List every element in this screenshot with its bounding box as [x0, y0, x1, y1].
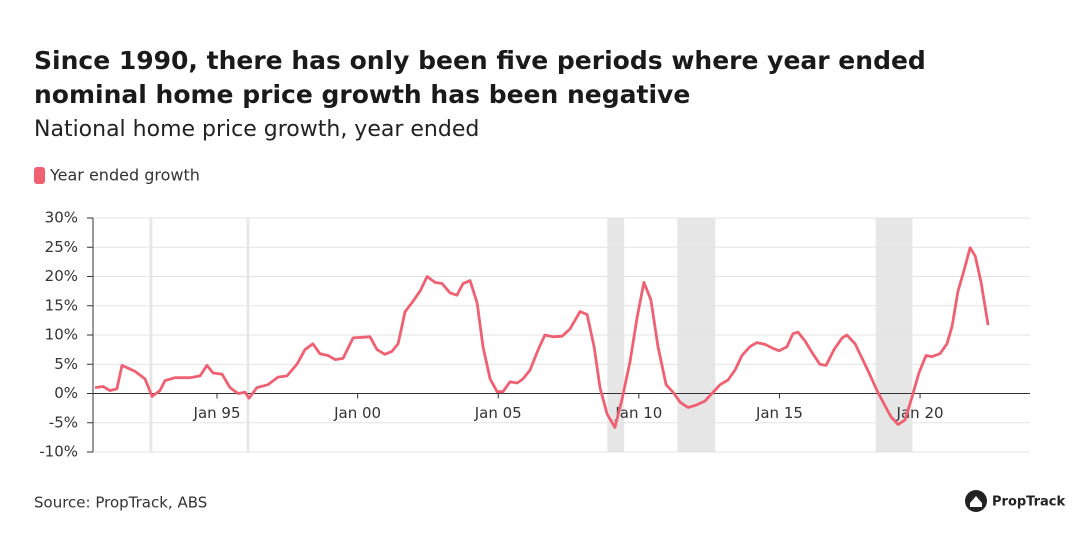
legend-swatch [34, 167, 45, 184]
x-tick-label: Jan 15 [755, 404, 803, 422]
legend-label: Year ended growth [49, 166, 200, 185]
x-tick-label: Jan 05 [474, 404, 522, 422]
line [94, 246, 990, 429]
y-tick-label: 20% [45, 267, 78, 285]
y-tick-label: 5% [54, 355, 78, 373]
logo-house [970, 496, 982, 507]
y-tick-label: 10% [45, 326, 78, 344]
y-tick-label: 30% [45, 209, 78, 227]
x-tick-label: Jan 20 [896, 404, 944, 422]
source: Source: PropTrack, ABS [34, 494, 207, 512]
y-tick-label: -5% [49, 413, 78, 431]
y-tick-label: -10% [39, 443, 78, 461]
chart-subtitle: National home price growth, year ended [34, 117, 479, 142]
chart-title: Since 1990, there has only been five per… [34, 46, 926, 75]
chart-title: nominal home price growth has been negat… [34, 80, 690, 109]
y-tick-label: 0% [54, 384, 78, 402]
x-tick-label: Jan 00 [333, 404, 381, 422]
y-tick-label: 25% [45, 238, 78, 256]
x-tick-label: Jan 10 [614, 404, 662, 422]
y-tick-label: 15% [45, 296, 78, 314]
x-tick-label: Jan 95 [193, 404, 241, 422]
logo: PropTrack [992, 495, 1066, 510]
